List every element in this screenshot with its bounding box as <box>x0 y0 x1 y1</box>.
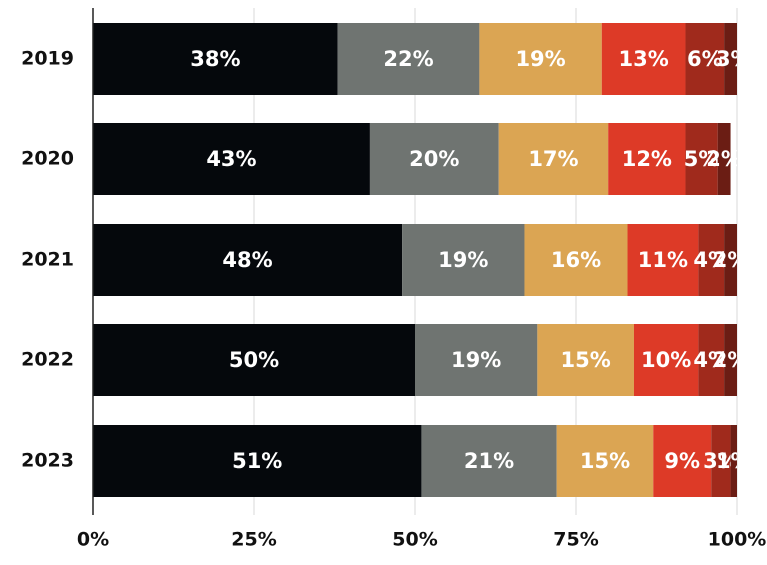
bar-segment <box>93 425 422 497</box>
bar-segment <box>415 324 538 396</box>
x-tick-label: 75% <box>553 529 598 551</box>
data-label: 12% <box>622 147 672 171</box>
bar-segment <box>601 23 686 95</box>
data-label: 9% <box>664 449 700 473</box>
data-label: 21% <box>464 449 514 473</box>
data-label: 15% <box>580 449 630 473</box>
x-tick-label: 100% <box>708 529 767 551</box>
bar-segment <box>402 224 525 296</box>
bar-segment <box>730 425 737 497</box>
data-label: 11% <box>638 248 688 272</box>
x-tick-label: 25% <box>231 529 276 551</box>
data-label: 17% <box>528 147 578 171</box>
bar-segment <box>498 123 609 195</box>
y-tick-label: 2021 <box>21 249 74 271</box>
bar-segment <box>698 324 725 396</box>
data-label: 19% <box>451 348 501 372</box>
bar-segment <box>93 224 403 296</box>
y-tick-label: 2023 <box>21 450 74 472</box>
bar-segment <box>369 123 499 195</box>
data-label: 16% <box>551 248 601 272</box>
bar-segment <box>685 123 718 195</box>
y-tick-label: 2020 <box>21 148 74 170</box>
data-label: 2% <box>713 348 749 372</box>
bar-segment <box>93 23 338 95</box>
bar-segment <box>556 425 654 497</box>
bar-segment <box>653 425 712 497</box>
data-label: 50% <box>229 348 279 372</box>
bar-segment <box>711 425 731 497</box>
bar-segment <box>724 23 737 95</box>
bar-segment <box>337 23 480 95</box>
data-label: 4% <box>693 348 729 372</box>
data-label: 43% <box>206 147 256 171</box>
bar-segment <box>724 324 737 396</box>
bars: 38% 22% 19% 13% 6%3%43% 20% 17% 12% 5%2%48% 19% 16… <box>93 23 752 497</box>
data-label: 2% <box>713 248 749 272</box>
data-label: 10% <box>641 348 691 372</box>
bar-segment <box>524 224 628 296</box>
data-label: 2% <box>706 147 742 171</box>
labels: 0% 25% 50% 75% 100% 2019 2020 2021 2022 2023 <box>21 48 766 551</box>
data-label: 38% <box>190 47 240 71</box>
data-label: 48% <box>222 248 272 272</box>
data-label: 5% <box>684 147 720 171</box>
x-tick-label: 50% <box>392 529 437 551</box>
bar-segment <box>627 224 699 296</box>
x-tick-label: 0% <box>77 529 109 551</box>
data-label: 51% <box>232 449 282 473</box>
data-label: 15% <box>561 348 611 372</box>
data-label: 4% <box>693 248 729 272</box>
data-label: 19% <box>515 47 565 71</box>
bar-segment <box>717 123 731 195</box>
data-label: 19% <box>438 248 488 272</box>
data-label: 1% <box>716 449 752 473</box>
bar-segment <box>698 224 725 296</box>
bar-segment <box>724 224 737 296</box>
bar-segment <box>421 425 557 497</box>
y-tick-label: 2019 <box>21 48 74 70</box>
data-label: 13% <box>618 47 668 71</box>
bar-segment <box>93 123 370 195</box>
data-label: 3% <box>716 47 752 71</box>
bar-segment <box>93 324 415 396</box>
bar-segment <box>633 324 699 396</box>
data-label: 20% <box>409 147 459 171</box>
y-tick-label: 2022 <box>21 349 74 371</box>
bar-segment <box>537 324 634 396</box>
bar-segment <box>685 23 725 95</box>
data-label: 6% <box>687 47 723 71</box>
bar-segment <box>608 123 686 195</box>
data-label: 22% <box>383 47 433 71</box>
bar-segment <box>479 23 602 95</box>
